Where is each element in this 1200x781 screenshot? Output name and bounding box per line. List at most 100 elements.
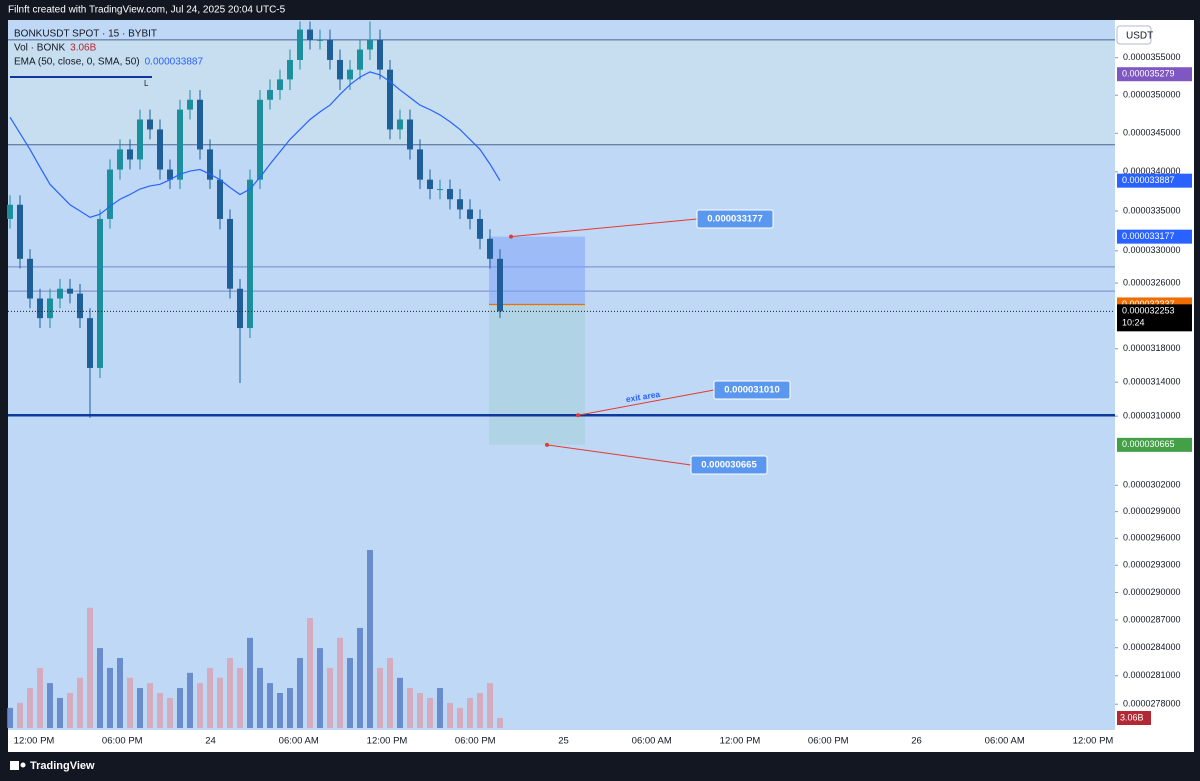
volume-tag xyxy=(1117,711,1151,725)
volume-bar xyxy=(317,648,323,728)
volume-bar xyxy=(417,692,423,728)
volume-bar xyxy=(297,657,303,728)
volume-bar xyxy=(157,692,163,728)
candle-body xyxy=(17,204,23,259)
volume-bar xyxy=(147,683,153,728)
candle-body xyxy=(447,189,453,200)
y-tick-label: 0.0000284000 xyxy=(1123,642,1181,652)
volume-tag-label: 3.06B xyxy=(1120,712,1144,722)
candle-body xyxy=(427,179,433,190)
volume-bar xyxy=(207,667,213,728)
volume-bar xyxy=(17,702,23,728)
y-tick-label: 0.0000287000 xyxy=(1123,614,1181,624)
volume-bar xyxy=(227,657,233,728)
x-tick-label: 06:00 PM xyxy=(102,736,143,747)
y-tick-label: 0.0000314000 xyxy=(1123,377,1181,387)
candle-body xyxy=(367,39,373,50)
x-tick-label: 26 xyxy=(911,736,922,747)
currency-box xyxy=(1116,25,1152,45)
candle-body xyxy=(147,119,153,130)
volume-bar xyxy=(47,683,53,728)
target-connector xyxy=(510,218,698,238)
candle-body xyxy=(387,69,393,130)
volume-bar xyxy=(427,697,433,728)
candle-body xyxy=(7,204,13,219)
volume-bar xyxy=(7,707,13,728)
y-tick-label: 0.0000290000 xyxy=(1123,587,1181,597)
y-tick-label: 0.0000302000 xyxy=(1123,480,1181,490)
volume-bar xyxy=(277,692,283,728)
candle-body xyxy=(347,69,353,80)
x-tick-label: 12:00 PM xyxy=(720,736,761,747)
volume-bar xyxy=(257,667,263,728)
volume-bar xyxy=(27,688,33,728)
target-box xyxy=(696,209,774,229)
logo xyxy=(10,761,26,770)
volume-bar xyxy=(387,657,393,728)
x-tick-label: 06:00 PM xyxy=(455,736,496,747)
volume-bar xyxy=(497,717,503,728)
candle-body xyxy=(457,199,463,210)
candle-body xyxy=(437,189,443,191)
entry-tag-label: 0.000032337 xyxy=(1122,299,1175,309)
volume-bar xyxy=(407,688,413,728)
stop-label: 0.000030665 xyxy=(701,460,757,471)
volume-bar xyxy=(67,692,73,728)
volume-title: Vol · BONK xyxy=(14,43,65,54)
ema-line xyxy=(9,71,501,219)
volume-bar xyxy=(37,667,43,728)
alert-tag xyxy=(1117,67,1192,82)
time-axis xyxy=(8,730,1194,752)
volume-bar xyxy=(337,637,343,728)
exit-box xyxy=(713,380,791,400)
volume-bar xyxy=(397,677,403,728)
y-tick-label: 0.0000335000 xyxy=(1123,205,1181,215)
candle-body xyxy=(337,59,343,80)
volume-bar xyxy=(97,648,103,728)
y-tick-label: 0.0000293000 xyxy=(1123,560,1181,570)
drawing-label: L xyxy=(144,79,149,88)
candle-body xyxy=(187,99,193,110)
volume-bar xyxy=(57,697,63,728)
candle-body xyxy=(417,149,423,180)
y-tick-label: 0.0000345000 xyxy=(1123,128,1181,138)
candle-body xyxy=(217,179,223,219)
candle-body xyxy=(467,209,473,219)
target-zone xyxy=(489,236,585,305)
candle-body xyxy=(177,109,183,180)
exit-point xyxy=(576,413,580,418)
exit-label: 0.000031010 xyxy=(724,385,779,396)
volume-bar xyxy=(467,697,473,728)
volume-bar xyxy=(187,672,193,728)
candle-body xyxy=(247,179,253,329)
volume-bar xyxy=(327,667,333,728)
volume-bar xyxy=(457,707,463,728)
last-price-label: 0.000032253 xyxy=(1122,306,1175,316)
volume-bar xyxy=(287,688,293,728)
volume-bar xyxy=(487,683,493,728)
target-tag xyxy=(1117,229,1192,244)
candle-body xyxy=(227,218,233,289)
candle-body xyxy=(407,119,413,150)
y-tick-label: 0.0000340000 xyxy=(1123,166,1181,176)
countdown: 10:24 xyxy=(1122,318,1145,328)
y-tick-label: 0.0000281000 xyxy=(1123,670,1181,680)
ema-tag-label: 0.000033887 xyxy=(1122,175,1175,185)
candle-body xyxy=(267,89,273,100)
volume-bar xyxy=(87,607,93,728)
volume-bar xyxy=(357,627,363,728)
candle-body xyxy=(97,218,103,368)
volume-bar xyxy=(137,688,143,728)
volume-value: 3.06B xyxy=(70,43,96,54)
volume-bar xyxy=(247,637,253,728)
candle-body xyxy=(157,129,163,170)
volume-bar xyxy=(167,697,173,728)
target-label: 0.000033177 xyxy=(707,214,762,225)
volume-bar xyxy=(77,677,83,728)
candle-body xyxy=(317,39,323,41)
target-tag-label: 0.000033177 xyxy=(1122,231,1175,241)
header: Filnft created with TradingView.com, Jul… xyxy=(8,5,286,16)
stop-box xyxy=(690,455,768,475)
volume-bar xyxy=(377,667,383,728)
volume-bar xyxy=(107,667,113,728)
